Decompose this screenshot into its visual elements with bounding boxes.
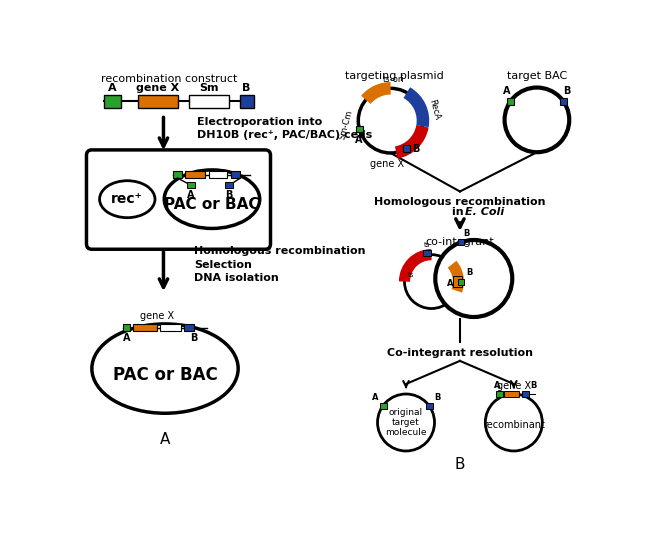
Bar [426, 403, 434, 409]
Bar [138, 95, 178, 107]
Text: A: A [446, 279, 453, 288]
Text: rec⁺: rec⁺ [111, 192, 143, 206]
Bar [209, 171, 227, 178]
Circle shape [435, 240, 513, 317]
Text: A: A [355, 135, 362, 145]
Text: A: A [108, 83, 117, 93]
Text: A: A [371, 393, 378, 402]
Text: RecA: RecA [427, 98, 441, 120]
Bar [184, 324, 194, 331]
Text: ts: ts [424, 243, 430, 249]
Text: Sm: Sm [199, 83, 218, 93]
Bar [423, 250, 431, 256]
Text: B: B [242, 83, 251, 93]
Circle shape [505, 88, 569, 152]
Ellipse shape [92, 324, 238, 413]
Bar [453, 276, 462, 287]
Circle shape [378, 394, 435, 451]
Circle shape [404, 255, 458, 309]
Bar [560, 98, 567, 105]
Text: recombinant: recombinant [483, 420, 545, 430]
Bar [522, 391, 529, 397]
Text: gene X: gene X [370, 159, 404, 169]
Text: targeting plasmid: targeting plasmid [345, 70, 444, 81]
Bar [503, 391, 519, 397]
Text: ts: ts [408, 272, 414, 278]
Text: B: B [463, 229, 469, 238]
Text: Co-integrant resolution: Co-integrant resolution [387, 348, 533, 358]
Text: A: A [503, 86, 511, 96]
Bar [496, 391, 503, 397]
Bar [225, 182, 233, 188]
Bar [380, 403, 387, 409]
Bar [507, 98, 514, 105]
Text: B: B [434, 393, 441, 402]
Circle shape [485, 394, 542, 451]
Text: gene X: gene X [137, 83, 179, 93]
Bar [159, 324, 181, 331]
Text: B: B [564, 86, 571, 96]
Text: PAC or BAC: PAC or BAC [164, 197, 260, 212]
Text: B: B [530, 381, 537, 390]
Ellipse shape [100, 181, 155, 217]
Bar [403, 145, 410, 152]
Text: B: B [191, 333, 198, 343]
Text: Homologous recombination
Selection
DNA isolation: Homologous recombination Selection DNA i… [194, 246, 365, 283]
Text: original
target
molecule: original target molecule [386, 408, 427, 438]
Text: A: A [160, 432, 170, 447]
Bar [457, 240, 465, 245]
Bar [356, 126, 363, 133]
Text: gene X: gene X [140, 311, 174, 321]
Text: gene X: gene X [497, 381, 531, 391]
Text: recombination construct: recombination construct [100, 74, 237, 84]
Bar [187, 182, 195, 188]
Text: co-integrant: co-integrant [426, 237, 494, 247]
Bar [133, 324, 157, 331]
Text: ts-ori: ts-ori [383, 76, 404, 84]
Bar [240, 95, 253, 107]
Text: B: B [413, 144, 420, 154]
Bar [457, 279, 464, 285]
Bar [185, 171, 205, 178]
Bar [231, 171, 240, 178]
Text: A: A [122, 333, 130, 343]
Text: PAC or BAC: PAC or BAC [113, 366, 217, 384]
Bar [189, 95, 229, 107]
Text: Sm-Cm: Sm-Cm [338, 108, 354, 140]
Text: A: A [494, 381, 500, 390]
Text: B: B [455, 457, 465, 472]
Text: target BAC: target BAC [507, 70, 567, 81]
Text: Homologous recombination: Homologous recombination [374, 197, 546, 207]
Text: Electroporation into
DH10B (rec⁺, PAC/BAC) cells: Electroporation into DH10B (rec⁺, PAC/BA… [196, 117, 372, 140]
Circle shape [358, 88, 423, 153]
Text: in: in [452, 207, 468, 217]
Bar [174, 171, 182, 178]
Text: E. Coli: E. Coli [465, 207, 505, 217]
FancyBboxPatch shape [86, 150, 270, 249]
Text: B: B [226, 190, 233, 200]
Bar [104, 95, 121, 107]
Text: B: B [467, 268, 473, 277]
Text: A: A [187, 190, 195, 200]
Ellipse shape [164, 170, 260, 228]
Bar [122, 324, 130, 331]
